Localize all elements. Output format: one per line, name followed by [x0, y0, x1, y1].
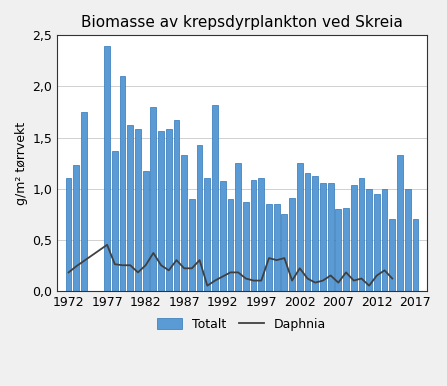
Bar: [405, 189, 411, 291]
Bar: [73, 165, 79, 291]
Bar: [189, 199, 195, 291]
Bar: [266, 204, 272, 291]
Bar: [204, 178, 210, 291]
Legend: Totalt, Daphnia: Totalt, Daphnia: [152, 313, 332, 335]
Bar: [81, 112, 87, 291]
Bar: [158, 131, 164, 291]
Bar: [343, 208, 349, 291]
Bar: [258, 178, 264, 291]
Bar: [297, 163, 303, 291]
Bar: [166, 129, 172, 291]
Bar: [274, 204, 279, 291]
Bar: [382, 189, 388, 291]
Bar: [151, 107, 156, 291]
Bar: [351, 185, 357, 291]
Bar: [358, 178, 364, 291]
Bar: [366, 189, 372, 291]
Bar: [282, 214, 287, 291]
Bar: [289, 198, 295, 291]
Y-axis label: g/m² tørrvekt: g/m² tørrvekt: [15, 122, 28, 205]
Bar: [120, 76, 126, 291]
Bar: [312, 176, 318, 291]
Bar: [251, 180, 257, 291]
Bar: [181, 155, 187, 291]
Bar: [66, 178, 72, 291]
Bar: [228, 199, 233, 291]
Bar: [135, 129, 141, 291]
Bar: [397, 155, 403, 291]
Bar: [335, 209, 341, 291]
Bar: [104, 46, 110, 291]
Bar: [413, 219, 418, 291]
Title: Biomasse av krepsdyrplankton ved Skreia: Biomasse av krepsdyrplankton ved Skreia: [81, 15, 403, 30]
Bar: [112, 151, 118, 291]
Bar: [173, 120, 179, 291]
Bar: [243, 202, 249, 291]
Bar: [143, 171, 148, 291]
Bar: [127, 125, 133, 291]
Bar: [212, 105, 218, 291]
Bar: [374, 194, 380, 291]
Bar: [320, 183, 326, 291]
Bar: [197, 145, 202, 291]
Bar: [389, 219, 395, 291]
Bar: [304, 173, 310, 291]
Bar: [328, 183, 333, 291]
Bar: [235, 163, 241, 291]
Bar: [220, 181, 226, 291]
